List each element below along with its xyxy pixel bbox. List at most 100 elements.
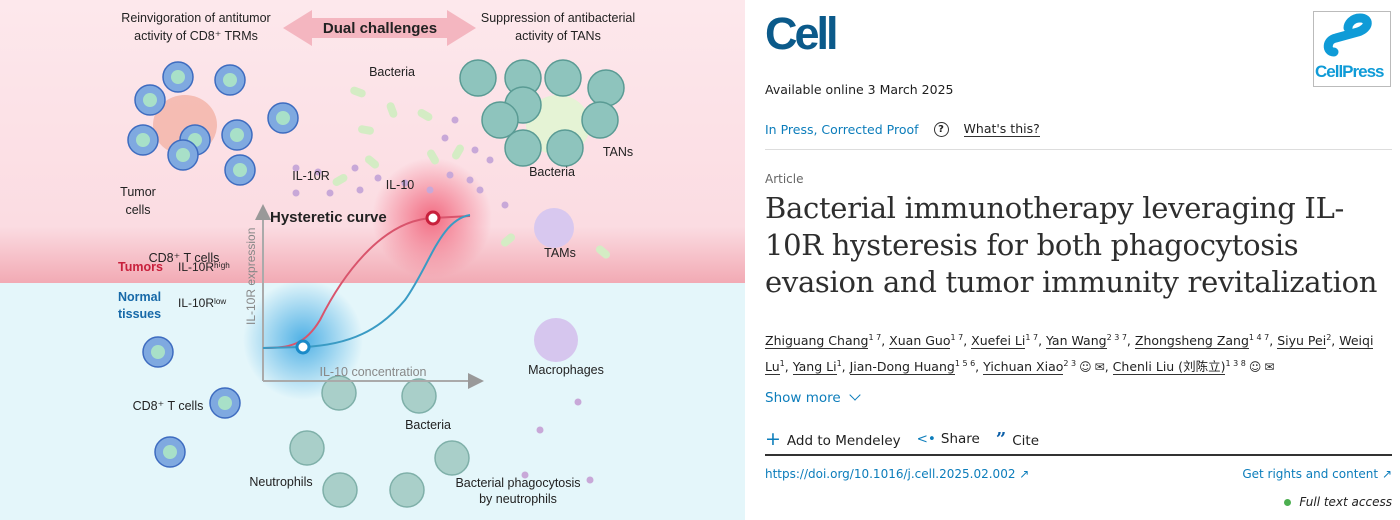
author-link[interactable]: Xuefei Li1 7 [971, 333, 1039, 350]
author-link[interactable]: Yang Li1 [792, 359, 842, 376]
il10-molecule [356, 186, 364, 194]
bacterium [332, 174, 348, 186]
author-name[interactable]: Xuan Guo [889, 333, 951, 350]
question-circle-icon[interactable]: ? [933, 121, 949, 137]
available-online: Available online 3 March 2025 [765, 82, 954, 97]
dual-arrow-icon [283, 10, 476, 46]
phagocytosis-label-2: by neutrophils [479, 492, 557, 506]
il10-molecule [521, 471, 529, 479]
affiliation-sup: 1 [836, 359, 842, 369]
person-icon[interactable]: ☺ [1248, 360, 1262, 375]
top-left-title-1: Reinvigoration of antitumor [121, 11, 270, 25]
author-name[interactable]: Weiqi Lu [765, 333, 1374, 376]
tan-neutrophil [504, 129, 542, 167]
rights-link[interactable]: Get rights and content ↗ [1242, 467, 1392, 481]
rights-text: Get rights and content [1242, 467, 1379, 481]
article-type: Article [765, 172, 804, 186]
cell-journal-logo[interactable]: Cell [765, 8, 839, 59]
email-icon[interactable]: ✉ [1264, 360, 1275, 375]
doi-link[interactable]: https://doi.org/10.1016/j.cell.2025.02.0… [765, 467, 1029, 481]
plus-icon: + [765, 428, 781, 450]
affiliation-sup: 2 3 [1063, 359, 1077, 369]
cd8-t-cell-nucleus [233, 163, 247, 177]
top-right-title-2: activity of TANs [515, 29, 601, 43]
author-name[interactable]: Zhongsheng Zang [1134, 333, 1249, 350]
author-link[interactable]: Chenli Liu (刘陈立)1 3 8 ☺ ✉ [1112, 359, 1275, 376]
author-link[interactable]: Yichuan Xiao2 3 ☺ ✉ [983, 359, 1105, 376]
il10-molecule [486, 156, 494, 164]
author-name[interactable]: Jian-Dong Huang [849, 359, 955, 376]
affiliation-sup: 1 7 [1025, 333, 1039, 342]
article-header: Cell CellPress Available online 3 March … [765, 0, 1392, 520]
il10-molecule [471, 146, 479, 154]
quote-icon: ” [995, 428, 1007, 450]
tan-neutrophil [459, 59, 497, 97]
cite-button[interactable]: ” Cite [996, 429, 1039, 450]
share-icon: <• [916, 431, 936, 447]
author-link[interactable]: Xuan Guo1 7 [889, 333, 963, 350]
neutrophil [322, 472, 358, 508]
author-link[interactable]: Siyu Pei2 [1277, 333, 1331, 350]
cd8-t-cell-nucleus [176, 148, 190, 162]
author-name[interactable]: Xuefei Li [971, 333, 1026, 350]
cd8-t-cell-nucleus [230, 128, 244, 142]
cite-label: Cite [1012, 432, 1040, 449]
il10-molecule [446, 171, 454, 179]
neutrophil [401, 378, 437, 414]
author-name[interactable]: Zhiguang Chang [765, 333, 869, 350]
hysteretic-curve-label: Hysteretic curve [270, 209, 387, 226]
high-state-marker [425, 210, 441, 226]
il10r-low-label: IL-10Rˡᵒʷ [178, 296, 226, 310]
bacteria-top-label: Bacteria [369, 65, 415, 79]
cellpress-logo[interactable]: CellPress [1313, 11, 1391, 87]
bacterium [350, 86, 366, 98]
author-link[interactable]: Weiqi Lu1 [765, 333, 1374, 376]
author-name[interactable]: Yang Li [792, 359, 837, 376]
il10-molecule [292, 189, 300, 197]
bacterium [386, 102, 398, 118]
il10-molecule [441, 134, 449, 142]
author-name[interactable]: Chenli Liu (刘陈立) [1112, 359, 1226, 376]
il10-molecule [401, 179, 409, 187]
cd8-t-cell-nucleus [136, 133, 150, 147]
author-link[interactable]: Yan Wang2 3 7 [1046, 333, 1127, 350]
author-link[interactable]: Zhongsheng Zang1 4 7 [1134, 333, 1269, 350]
il10-molecule [536, 426, 544, 434]
doi-text: https://doi.org/10.1016/j.cell.2025.02.0… [765, 467, 1016, 481]
neutrophils-label: Neutrophils [249, 475, 312, 489]
affiliation-sup: 1 [779, 359, 785, 369]
access-status: Full text access [1284, 495, 1392, 509]
neutrophil [321, 375, 357, 411]
mendeley-label: Add to Mendeley [786, 433, 901, 449]
neutrophil [289, 430, 325, 466]
email-icon[interactable]: ✉ [1094, 360, 1105, 375]
red-curve [262, 215, 471, 349]
il10-molecule [451, 116, 459, 124]
cd8-t-cell-nucleus [143, 93, 157, 107]
show-more-label: Show more [765, 390, 841, 406]
person-icon[interactable]: ☺ [1079, 360, 1092, 375]
il10-label: IL-10 [386, 178, 415, 192]
author-name[interactable]: Siyu Pei [1277, 333, 1327, 350]
author-name[interactable]: Yan Wang [1046, 333, 1107, 350]
affiliation-sup: 1 7 [868, 333, 882, 342]
tumor-region-bg [0, 0, 745, 283]
show-more-button[interactable]: Show more [765, 389, 861, 406]
status-label[interactable]: In Press, Corrected Proof [765, 121, 919, 137]
tams-label: TAMs [544, 246, 576, 260]
cd8-t-cell-nucleus [163, 445, 177, 459]
whats-this-link[interactable]: What's this? [963, 121, 1040, 137]
author-name[interactable]: Yichuan Xiao [983, 359, 1064, 376]
author-link[interactable]: Zhiguang Chang1 7 [765, 333, 882, 350]
chevron-down-icon [849, 389, 861, 401]
access-text: Full text access [1299, 495, 1392, 509]
top-right-title-1: Suppression of antibacterial [481, 11, 635, 25]
share-button[interactable]: <• Share [917, 431, 980, 447]
add-to-mendeley-button[interactable]: + Add to Mendeley [765, 428, 901, 450]
author-link[interactable]: Jian-Dong Huang1 5 6 [849, 359, 975, 376]
bacterium [500, 233, 516, 247]
il10r-high-label: IL-10Rʰⁱᵍʰ [178, 260, 230, 274]
cd8-t-cell-nucleus [218, 396, 232, 410]
macrophages-label: Macrophages [528, 363, 604, 377]
tumor-cells-label-1: Tumor [120, 185, 156, 199]
